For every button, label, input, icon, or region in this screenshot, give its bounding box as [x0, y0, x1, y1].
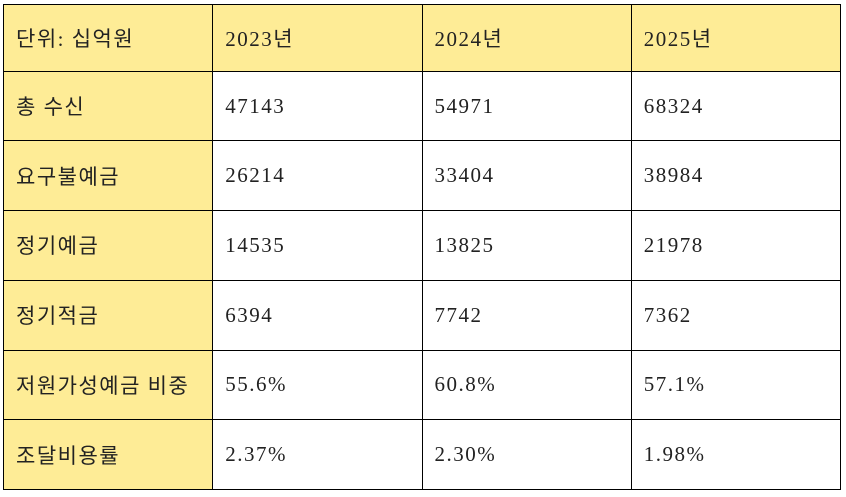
table-row-demand-deposits: 요구불예금 26214 33404 38984 — [2, 140, 842, 212]
row-label-cell: 정기예금 — [2, 210, 214, 281]
table-row-time-deposits: 정기예금 14535 13825 21978 — [2, 210, 842, 281]
document-body: 단위: 십억원 2023년 2024년 2025년 총 수신 47143 549… — [2, 4, 842, 490]
value-cell: 7742 — [421, 279, 632, 351]
value-cell: 1.98% — [630, 419, 842, 490]
row-label-cell: 요구불예금 — [2, 140, 214, 212]
value-cell: 47143 — [212, 70, 423, 142]
value-cell: 68324 — [630, 70, 842, 142]
value-cell: 38984 — [630, 140, 842, 212]
row-label-cell: 저원가성예금 비중 — [2, 349, 214, 421]
value-cell: 60.8% — [421, 349, 632, 421]
value-cell: 7362 — [630, 279, 842, 351]
deposit-summary-table: 단위: 십억원 2023년 2024년 2025년 총 수신 47143 549… — [2, 4, 842, 490]
year-header-2023: 2023년 — [212, 4, 423, 72]
unit-label-cell: 단위: 십억원 — [2, 4, 214, 72]
value-cell: 26214 — [212, 140, 423, 212]
value-cell: 2.30% — [421, 419, 632, 490]
table-row-total-deposits: 총 수신 47143 54971 68324 — [2, 70, 842, 142]
row-label-cell: 정기적금 — [2, 279, 214, 351]
value-cell: 57.1% — [630, 349, 842, 421]
value-cell: 55.6% — [212, 349, 423, 421]
table-row-funding-cost-rate: 조달비용률 2.37% 2.30% 1.98% — [2, 419, 842, 490]
value-cell: 21978 — [630, 210, 842, 281]
table-row-installment-savings: 정기적금 6394 7742 7362 — [2, 279, 842, 351]
table-row-low-cost-deposit-ratio: 저원가성예금 비중 55.6% 60.8% 57.1% — [2, 349, 842, 421]
value-cell: 54971 — [421, 70, 632, 142]
value-cell: 13825 — [421, 210, 632, 281]
value-cell: 14535 — [212, 210, 423, 281]
row-label-cell: 총 수신 — [2, 70, 214, 142]
year-header-2025: 2025년 — [630, 4, 842, 72]
value-cell: 6394 — [212, 279, 423, 351]
year-header-2024: 2024년 — [421, 4, 632, 72]
row-label-cell: 조달비용률 — [2, 419, 214, 490]
value-cell: 2.37% — [212, 419, 423, 490]
value-cell: 33404 — [421, 140, 632, 212]
table-header-row: 단위: 십억원 2023년 2024년 2025년 — [2, 4, 842, 72]
